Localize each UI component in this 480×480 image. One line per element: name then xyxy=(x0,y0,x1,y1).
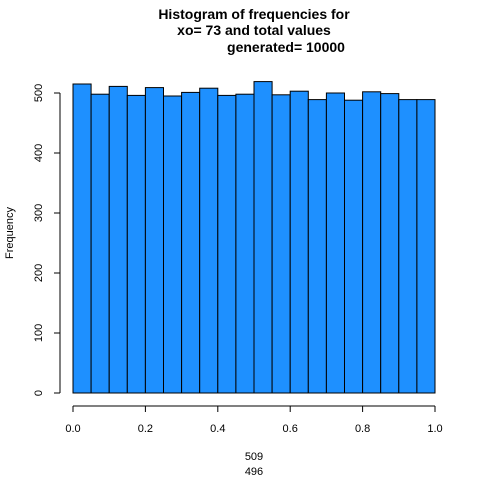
histogram-bar-6 xyxy=(163,95,183,394)
x-tick-label: 0.6 xyxy=(283,423,298,435)
y-axis-title: Frequency xyxy=(4,207,16,259)
y-axis: 0 100 200 300 400 500 xyxy=(33,84,61,396)
y-tick-label: 200 xyxy=(33,264,45,282)
chart-title: Histogram of frequencies for xo= 73 and … xyxy=(158,6,350,55)
x-axis-label-line-2: 496 xyxy=(245,466,263,478)
histogram-bar-13 xyxy=(289,90,309,394)
histogram-bar-4 xyxy=(126,94,146,394)
x-tick-label: 0.2 xyxy=(138,423,153,435)
bars-group xyxy=(72,81,436,394)
histogram-bar-18 xyxy=(380,93,400,394)
histogram-bar-8 xyxy=(199,87,219,394)
histogram-bar-1 xyxy=(72,83,92,394)
histogram-bar-19 xyxy=(398,99,418,394)
histogram-bar-17 xyxy=(362,91,382,394)
histogram-bar-7 xyxy=(181,91,201,394)
x-axis-label-line-1: 509 xyxy=(245,451,263,463)
x-tick-label: 0.4 xyxy=(210,423,225,435)
histogram-bar-14 xyxy=(307,99,327,394)
x-axis: 0.0 0.2 0.4 0.6 0.8 1.0 xyxy=(65,405,443,435)
y-tick-label: 100 xyxy=(33,324,45,342)
x-tick-label: 0.8 xyxy=(355,423,370,435)
histogram-bar-11 xyxy=(253,81,273,394)
y-tick-label: 400 xyxy=(33,144,45,162)
title-line-3: generated= 10000 xyxy=(227,39,345,55)
histogram-bar-5 xyxy=(144,87,164,394)
histogram-bar-3 xyxy=(108,85,128,394)
histogram-bar-12 xyxy=(271,94,291,394)
histogram-bar-10 xyxy=(235,93,255,394)
histogram-bar-2 xyxy=(90,93,110,394)
title-line-2: xo= 73 and total values xyxy=(177,22,331,38)
histogram-bar-9 xyxy=(217,94,237,394)
x-tick-label: 1.0 xyxy=(427,423,442,435)
histogram-bar-16 xyxy=(344,99,364,394)
title-line-1: Histogram of frequencies for xyxy=(158,6,350,22)
y-tick-label: 300 xyxy=(33,204,45,222)
y-tick-label: 500 xyxy=(33,84,45,102)
histogram-bar-15 xyxy=(325,92,345,394)
y-tick-label: 0 xyxy=(33,390,45,396)
x-tick-label: 0.0 xyxy=(65,423,80,435)
histogram-bar-20 xyxy=(416,99,436,394)
